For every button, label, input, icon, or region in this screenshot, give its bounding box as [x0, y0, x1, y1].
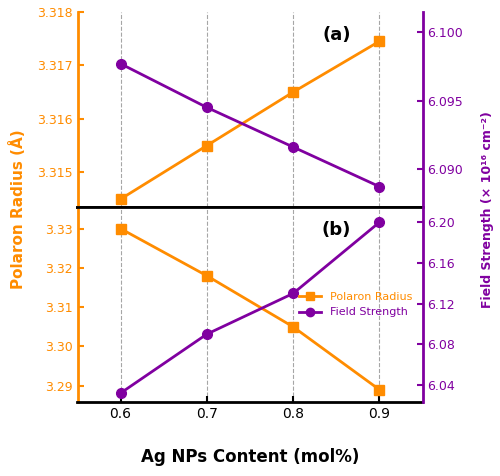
Text: Polaron Radius (Å): Polaron Radius (Å) [9, 129, 26, 289]
Text: Ag NPs Content (mol%): Ag NPs Content (mol%) [141, 448, 359, 466]
Text: (a): (a) [322, 26, 350, 44]
Text: Field Strength (× 10¹⁶ cm⁻²): Field Strength (× 10¹⁶ cm⁻²) [481, 111, 494, 308]
Text: (b): (b) [322, 221, 351, 239]
Legend: Polaron Radius, Field Strength: Polaron Radius, Field Strength [294, 288, 417, 322]
